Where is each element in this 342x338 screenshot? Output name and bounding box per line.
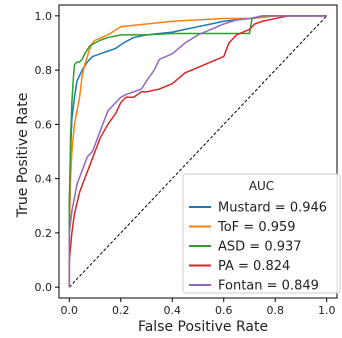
- x-tick-label-5: 1.0: [318, 304, 336, 317]
- legend-box: [182, 173, 341, 294]
- legend-label-4: Fontan = 0.849: [218, 279, 319, 294]
- y-tick-label-5: 1.0: [35, 10, 53, 23]
- legend: AUC Mustard = 0.946 ToF = 0.959 ASD = 0.937…: [182, 173, 341, 294]
- y-axis-label: True Positive Rate: [15, 93, 31, 219]
- x-tick-label-2: 0.4: [164, 304, 182, 317]
- x-tick-label-0: 0.0: [61, 304, 79, 317]
- legend-title: AUC: [249, 179, 274, 193]
- y-tick-label-1: 0.2: [35, 227, 53, 240]
- series-line-4: [68, 15, 327, 288]
- legend-label-3: PA = 0.824: [218, 259, 290, 274]
- reference-diagonal: [68, 15, 328, 288]
- series-line-2: [68, 15, 327, 288]
- x-tick-label-3: 0.6: [215, 304, 233, 317]
- legend-label-2: ASD = 0.937: [218, 240, 302, 255]
- plot-frame: [58, 4, 338, 299]
- y-tick-label-4: 0.8: [35, 64, 53, 77]
- plot-area: [68, 15, 328, 288]
- legend-label-1: ToF = 0.959: [217, 220, 296, 235]
- x-axis-label: False Positive Rate: [138, 319, 268, 335]
- series-line-3: [68, 15, 327, 288]
- legend-label-0: Mustard = 0.946: [218, 201, 327, 216]
- axes: 0.0 0.2 0.4 0.6 0.8 1.0 0.0 0.2 0.4 0.6 0.8 1.0: [35, 4, 338, 317]
- y-tick-label-0: 0.0: [35, 281, 53, 294]
- y-tick-label-3: 0.6: [35, 118, 53, 131]
- y-tick-label-2: 0.4: [35, 173, 53, 186]
- x-tick-label-4: 0.8: [266, 304, 284, 317]
- x-tick-label-1: 0.2: [112, 304, 130, 317]
